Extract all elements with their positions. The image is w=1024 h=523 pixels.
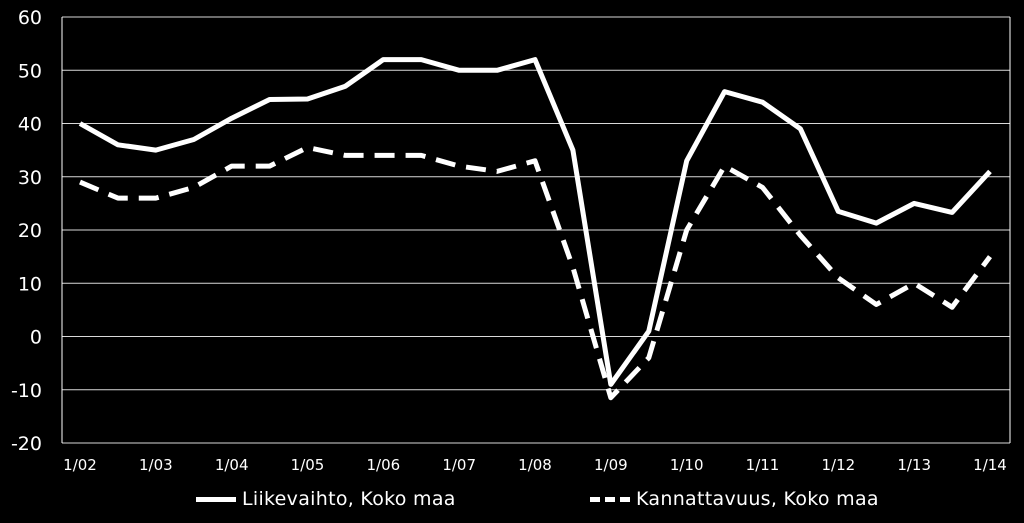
gridlines <box>62 16 1010 444</box>
legend-label-kannattavuus: Kannattavuus, Koko maa <box>636 488 879 510</box>
x-tick-label: 1/04 <box>215 456 249 474</box>
x-tick-label: 1/09 <box>594 456 628 474</box>
series-lines <box>78 57 993 401</box>
legend-label-liikevaihto: Liikevaihto, Koko maa <box>242 488 456 510</box>
x-tick-label: 1/03 <box>139 456 173 474</box>
series-line-liikevaihto <box>78 57 992 387</box>
x-tick-label: 1/11 <box>746 456 780 474</box>
legend-item-kannattavuus: Kannattavuus, Koko maa <box>590 484 879 514</box>
y-axis-tick-labels: -20 -10 0 10 20 30 40 50 60 <box>11 7 42 455</box>
x-tick-label: 1/14 <box>973 456 1007 474</box>
line-chart: -20 -10 0 10 20 30 40 50 60 1/02 1/03 1/04 1/05 1/06… <box>11 7 1011 474</box>
x-tick-label: 1/05 <box>291 456 325 474</box>
x-tick-label: 1/07 <box>442 456 476 474</box>
y-tick-label: -20 <box>11 433 42 455</box>
x-tick-label: 1/06 <box>366 456 400 474</box>
y-tick-label: 10 <box>18 273 42 295</box>
y-tick-label: 0 <box>30 327 42 349</box>
axes <box>61 17 1011 443</box>
y-tick-label: 40 <box>18 114 42 136</box>
x-tick-label: 1/13 <box>897 456 931 474</box>
legend-swatch-solid <box>196 496 236 502</box>
x-tick-label: 1/12 <box>821 456 855 474</box>
y-tick-label: 60 <box>18 7 42 29</box>
y-tick-label: 30 <box>18 167 42 189</box>
x-tick-label: 1/02 <box>63 456 97 474</box>
legend: Liikevaihto, Koko maa Kannattavuus, Koko… <box>0 484 1024 514</box>
x-tick-label: 1/10 <box>670 456 704 474</box>
x-tick-label: 1/08 <box>518 456 552 474</box>
y-tick-label: 20 <box>18 220 42 242</box>
legend-swatch-dashed <box>590 496 630 502</box>
legend-item-liikevaihto: Liikevaihto, Koko maa <box>196 484 456 514</box>
y-tick-label: 50 <box>18 60 42 82</box>
series-line-kannattavuus <box>79 145 993 401</box>
x-axis-tick-labels: 1/02 1/03 1/04 1/05 1/06 1/07 1/08 1/09 1/10 1/11… <box>63 456 1007 474</box>
y-tick-label: -10 <box>11 380 42 402</box>
